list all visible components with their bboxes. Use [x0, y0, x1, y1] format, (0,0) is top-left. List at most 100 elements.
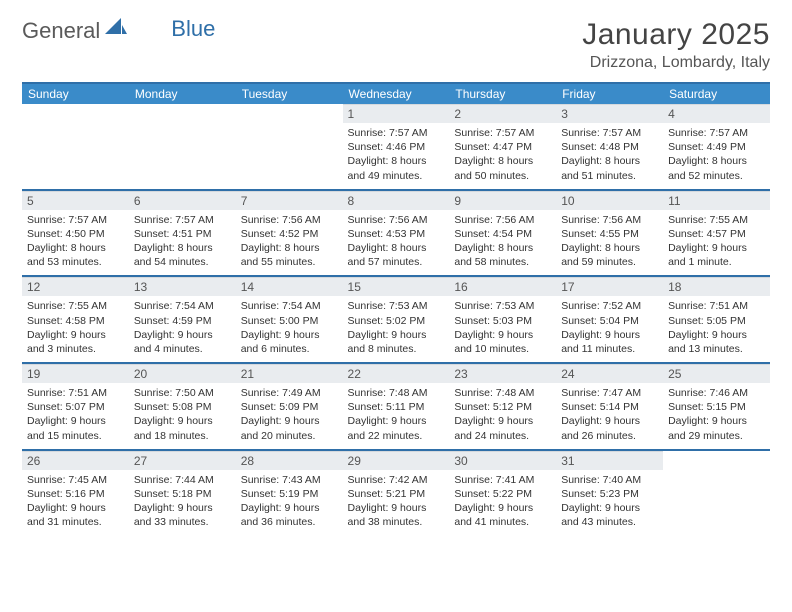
day-number: 30: [449, 451, 556, 470]
brand-logo: General Blue: [22, 18, 215, 44]
day-info: Sunrise: 7:41 AMSunset: 5:22 PMDaylight:…: [449, 470, 556, 536]
day-number: 8: [343, 191, 450, 210]
day-number: 23: [449, 364, 556, 383]
empty-day-cell: [129, 104, 236, 190]
day-number: 20: [129, 364, 236, 383]
day-cell: 25Sunrise: 7:46 AMSunset: 5:15 PMDayligh…: [663, 364, 770, 450]
day-number: 2: [449, 104, 556, 123]
day-cell: 7Sunrise: 7:56 AMSunset: 4:52 PMDaylight…: [236, 191, 343, 277]
title-block: January 2025 Drizzona, Lombardy, Italy: [582, 18, 770, 72]
day-cell: 22Sunrise: 7:48 AMSunset: 5:11 PMDayligh…: [343, 364, 450, 450]
day-cell: 3Sunrise: 7:57 AMSunset: 4:48 PMDaylight…: [556, 104, 663, 190]
day-cell: 16Sunrise: 7:53 AMSunset: 5:03 PMDayligh…: [449, 277, 556, 363]
day-cell: 5Sunrise: 7:57 AMSunset: 4:50 PMDaylight…: [22, 191, 129, 277]
day-number: 26: [22, 451, 129, 470]
day-cell: 15Sunrise: 7:53 AMSunset: 5:02 PMDayligh…: [343, 277, 450, 363]
day-info: Sunrise: 7:54 AMSunset: 5:00 PMDaylight:…: [236, 296, 343, 362]
day-cell: 8Sunrise: 7:56 AMSunset: 4:53 PMDaylight…: [343, 191, 450, 277]
day-cell: 6Sunrise: 7:57 AMSunset: 4:51 PMDaylight…: [129, 191, 236, 277]
day-number: 14: [236, 277, 343, 296]
day-cell: 9Sunrise: 7:56 AMSunset: 4:54 PMDaylight…: [449, 191, 556, 277]
week-row: 5Sunrise: 7:57 AMSunset: 4:50 PMDaylight…: [22, 191, 770, 277]
day-info: Sunrise: 7:56 AMSunset: 4:52 PMDaylight:…: [236, 210, 343, 276]
day-number: 17: [556, 277, 663, 296]
day-info: Sunrise: 7:57 AMSunset: 4:51 PMDaylight:…: [129, 210, 236, 276]
empty-day-cell: [236, 104, 343, 190]
weekday-header: Sunday: [22, 83, 129, 104]
weekday-header: Saturday: [663, 83, 770, 104]
day-number: 31: [556, 451, 663, 470]
day-info: Sunrise: 7:50 AMSunset: 5:08 PMDaylight:…: [129, 383, 236, 449]
day-info: Sunrise: 7:55 AMSunset: 4:57 PMDaylight:…: [663, 210, 770, 276]
day-info: Sunrise: 7:49 AMSunset: 5:09 PMDaylight:…: [236, 383, 343, 449]
day-info: Sunrise: 7:51 AMSunset: 5:05 PMDaylight:…: [663, 296, 770, 362]
day-info: Sunrise: 7:45 AMSunset: 5:16 PMDaylight:…: [22, 470, 129, 536]
week-row: 19Sunrise: 7:51 AMSunset: 5:07 PMDayligh…: [22, 364, 770, 450]
day-info: Sunrise: 7:42 AMSunset: 5:21 PMDaylight:…: [343, 470, 450, 536]
day-number: 9: [449, 191, 556, 210]
day-cell: 30Sunrise: 7:41 AMSunset: 5:22 PMDayligh…: [449, 451, 556, 536]
weekday-header: Monday: [129, 83, 236, 104]
day-cell: 20Sunrise: 7:50 AMSunset: 5:08 PMDayligh…: [129, 364, 236, 450]
day-cell: 12Sunrise: 7:55 AMSunset: 4:58 PMDayligh…: [22, 277, 129, 363]
day-cell: 19Sunrise: 7:51 AMSunset: 5:07 PMDayligh…: [22, 364, 129, 450]
day-number: 10: [556, 191, 663, 210]
day-number: 27: [129, 451, 236, 470]
weekday-header-row: SundayMondayTuesdayWednesdayThursdayFrid…: [22, 83, 770, 104]
calendar-table: SundayMondayTuesdayWednesdayThursdayFrid…: [22, 82, 770, 535]
empty-day-cell: [22, 104, 129, 190]
day-number: 3: [556, 104, 663, 123]
day-number: 29: [343, 451, 450, 470]
day-number: 16: [449, 277, 556, 296]
day-info: Sunrise: 7:48 AMSunset: 5:11 PMDaylight:…: [343, 383, 450, 449]
day-cell: 31Sunrise: 7:40 AMSunset: 5:23 PMDayligh…: [556, 451, 663, 536]
week-row: 12Sunrise: 7:55 AMSunset: 4:58 PMDayligh…: [22, 277, 770, 363]
day-number: 12: [22, 277, 129, 296]
day-number: 7: [236, 191, 343, 210]
day-number: 1: [343, 104, 450, 123]
day-number: 6: [129, 191, 236, 210]
day-info: Sunrise: 7:40 AMSunset: 5:23 PMDaylight:…: [556, 470, 663, 536]
day-number: 18: [663, 277, 770, 296]
day-number: 22: [343, 364, 450, 383]
day-number: 21: [236, 364, 343, 383]
day-info: Sunrise: 7:54 AMSunset: 4:59 PMDaylight:…: [129, 296, 236, 362]
day-info: Sunrise: 7:57 AMSunset: 4:49 PMDaylight:…: [663, 123, 770, 189]
weekday-header: Tuesday: [236, 83, 343, 104]
weekday-header: Wednesday: [343, 83, 450, 104]
empty-day-cell: [663, 451, 770, 536]
location-label: Drizzona, Lombardy, Italy: [582, 54, 770, 72]
day-cell: 21Sunrise: 7:49 AMSunset: 5:09 PMDayligh…: [236, 364, 343, 450]
day-number: 11: [663, 191, 770, 210]
weekday-header: Thursday: [449, 83, 556, 104]
day-info: Sunrise: 7:57 AMSunset: 4:46 PMDaylight:…: [343, 123, 450, 189]
day-number: 4: [663, 104, 770, 123]
day-cell: 2Sunrise: 7:57 AMSunset: 4:47 PMDaylight…: [449, 104, 556, 190]
day-info: Sunrise: 7:56 AMSunset: 4:53 PMDaylight:…: [343, 210, 450, 276]
day-info: Sunrise: 7:57 AMSunset: 4:50 PMDaylight:…: [22, 210, 129, 276]
day-number: 19: [22, 364, 129, 383]
day-number: 24: [556, 364, 663, 383]
day-cell: 26Sunrise: 7:45 AMSunset: 5:16 PMDayligh…: [22, 451, 129, 536]
day-cell: 24Sunrise: 7:47 AMSunset: 5:14 PMDayligh…: [556, 364, 663, 450]
day-cell: 1Sunrise: 7:57 AMSunset: 4:46 PMDaylight…: [343, 104, 450, 190]
day-info: Sunrise: 7:44 AMSunset: 5:18 PMDaylight:…: [129, 470, 236, 536]
week-row: 1Sunrise: 7:57 AMSunset: 4:46 PMDaylight…: [22, 104, 770, 190]
day-number: 28: [236, 451, 343, 470]
day-info: Sunrise: 7:57 AMSunset: 4:48 PMDaylight:…: [556, 123, 663, 189]
day-info: Sunrise: 7:56 AMSunset: 4:54 PMDaylight:…: [449, 210, 556, 276]
day-info: Sunrise: 7:53 AMSunset: 5:03 PMDaylight:…: [449, 296, 556, 362]
day-info: Sunrise: 7:53 AMSunset: 5:02 PMDaylight:…: [343, 296, 450, 362]
day-number: 5: [22, 191, 129, 210]
day-cell: 27Sunrise: 7:44 AMSunset: 5:18 PMDayligh…: [129, 451, 236, 536]
calendar-page: General Blue January 2025 Drizzona, Lomb…: [0, 0, 792, 553]
weekday-header: Friday: [556, 83, 663, 104]
brand-part2: Blue: [171, 16, 215, 42]
day-cell: 18Sunrise: 7:51 AMSunset: 5:05 PMDayligh…: [663, 277, 770, 363]
day-number: 13: [129, 277, 236, 296]
day-cell: 11Sunrise: 7:55 AMSunset: 4:57 PMDayligh…: [663, 191, 770, 277]
day-info: Sunrise: 7:43 AMSunset: 5:19 PMDaylight:…: [236, 470, 343, 536]
day-info: Sunrise: 7:52 AMSunset: 5:04 PMDaylight:…: [556, 296, 663, 362]
day-cell: 14Sunrise: 7:54 AMSunset: 5:00 PMDayligh…: [236, 277, 343, 363]
calendar-body: 1Sunrise: 7:57 AMSunset: 4:46 PMDaylight…: [22, 104, 770, 535]
